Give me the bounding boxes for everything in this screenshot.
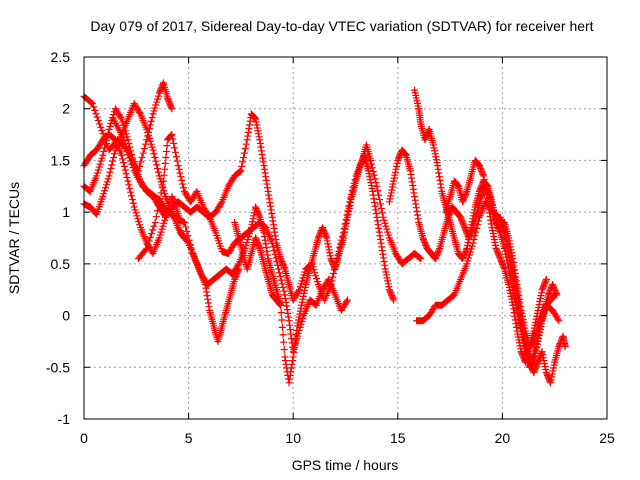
chart-title: Day 079 of 2017, Sidereal Day-to-day VTE… xyxy=(90,18,593,34)
point-markers xyxy=(109,79,176,175)
point-markers xyxy=(80,131,184,258)
data-points xyxy=(80,79,569,387)
series-track-8 xyxy=(231,218,285,309)
y-tick-label: -1 xyxy=(58,411,71,427)
axis-ticks: 0 5 10 15 20 25 -1 -0.5 0 0.5 1 1.5 2 2.5 xyxy=(46,49,615,446)
y-tick-label: 0 xyxy=(62,308,70,324)
series-track-13 xyxy=(496,213,569,387)
y-axis-label: SDTVAR / TECUs xyxy=(6,182,22,294)
series-track-7 xyxy=(176,151,398,387)
x-tick-label: 20 xyxy=(495,430,511,446)
series-track-4 xyxy=(80,131,184,258)
series-track-12 xyxy=(442,156,550,366)
y-tick-label: 2 xyxy=(62,101,70,117)
x-tick-label: 5 xyxy=(185,430,193,446)
y-tick-label: 1 xyxy=(62,204,70,220)
x-tick-label: 15 xyxy=(390,430,406,446)
point-markers xyxy=(80,92,243,345)
x-axis-label: GPS time / hours xyxy=(292,457,399,473)
y-tick-label: 2.5 xyxy=(51,49,71,65)
point-markers xyxy=(176,151,398,387)
point-markers xyxy=(442,156,550,366)
series-track-5 xyxy=(109,79,176,175)
plot-frame xyxy=(83,56,608,420)
x-tick-label: 25 xyxy=(599,430,615,446)
x-tick-label: 0 xyxy=(80,430,88,446)
y-tick-label: -0.5 xyxy=(46,359,70,375)
point-markers xyxy=(496,213,569,387)
y-tick-label: 1.5 xyxy=(51,152,71,168)
x-tick-label: 10 xyxy=(285,430,301,446)
series-track-1 xyxy=(80,92,243,345)
y-tick-label: 0.5 xyxy=(51,256,71,272)
point-markers xyxy=(231,218,285,309)
